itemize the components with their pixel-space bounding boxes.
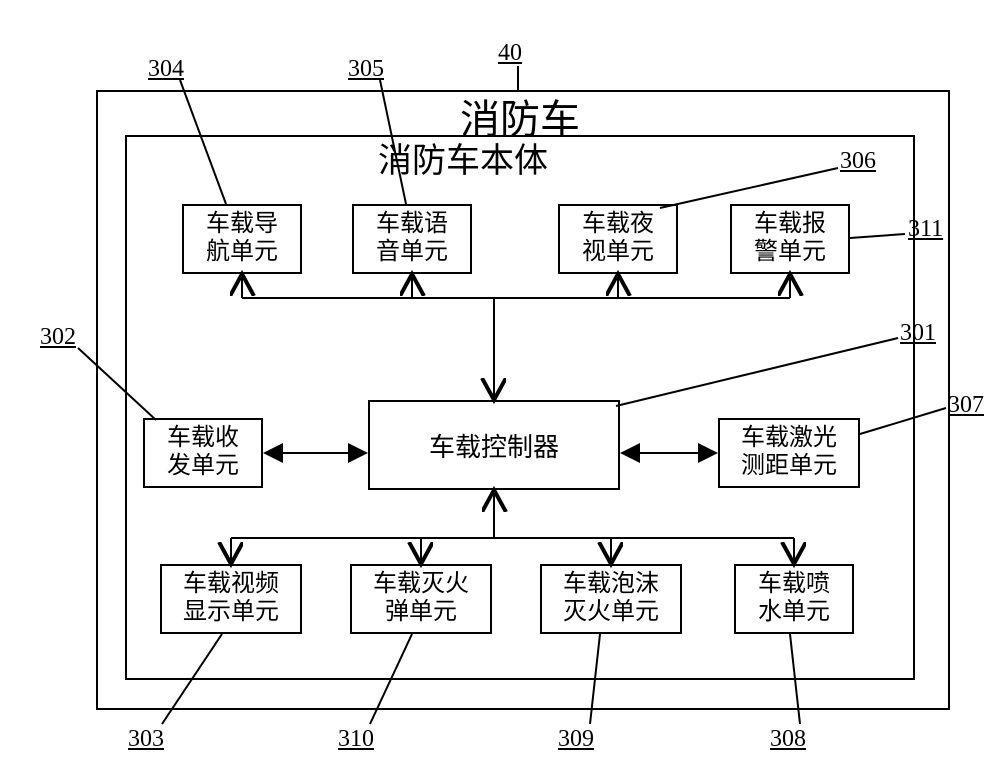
node-303: 车载视频 显示单元 <box>160 564 302 634</box>
label-303: 303 <box>128 726 164 753</box>
inner-title: 消防车本体 <box>378 133 548 182</box>
node-311: 车载报 警单元 <box>730 204 850 274</box>
node-309: 车载泡沫 灭火单元 <box>540 564 682 634</box>
label-304: 304 <box>148 56 184 83</box>
node-304: 车载导 航单元 <box>182 204 302 274</box>
label-40: 40 <box>498 40 522 67</box>
node-303-text: 车载视频 显示单元 <box>183 571 279 626</box>
node-309-text: 车载泡沫 灭火单元 <box>563 571 659 626</box>
node-301: 车载控制器 <box>368 400 620 490</box>
node-301-text: 车载控制器 <box>429 427 559 464</box>
node-308-text: 车载喷 水单元 <box>758 571 830 626</box>
label-301: 301 <box>900 320 936 347</box>
node-307: 车载激光 测距单元 <box>718 418 860 488</box>
label-311: 311 <box>908 216 943 243</box>
label-306: 306 <box>840 148 876 175</box>
label-310: 310 <box>338 726 374 753</box>
node-302-text: 车载收 发单元 <box>167 425 239 480</box>
node-305: 车载语 音单元 <box>352 204 472 274</box>
node-306-text: 车载夜 视单元 <box>582 211 654 266</box>
label-308: 308 <box>770 726 806 753</box>
node-306: 车载夜 视单元 <box>558 204 678 274</box>
node-305-text: 车载语 音单元 <box>376 211 448 266</box>
node-310: 车载灭火 弹单元 <box>350 564 492 634</box>
diagram-canvas: 消防车 消防车本体 车载导 航单元 车载语 音单元 车载夜 视单元 车载报 警单… <box>0 0 1000 775</box>
node-308: 车载喷 水单元 <box>734 564 854 634</box>
node-307-text: 车载激光 测距单元 <box>741 425 837 480</box>
node-310-text: 车载灭火 弹单元 <box>373 571 469 626</box>
label-309: 309 <box>558 726 594 753</box>
label-307: 307 <box>948 392 984 419</box>
node-304-text: 车载导 航单元 <box>206 211 278 266</box>
label-305: 305 <box>348 56 384 83</box>
label-302: 302 <box>40 324 76 351</box>
node-302: 车载收 发单元 <box>143 418 263 488</box>
node-311-text: 车载报 警单元 <box>754 211 826 266</box>
